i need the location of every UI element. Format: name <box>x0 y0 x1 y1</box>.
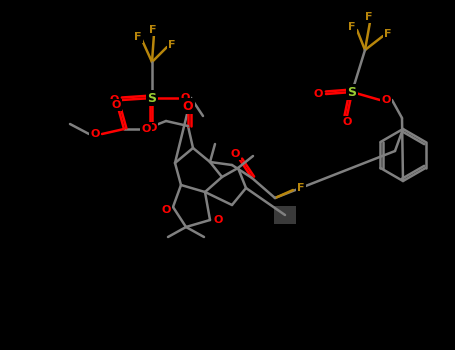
Text: O: O <box>162 205 171 215</box>
Text: F: F <box>348 22 356 32</box>
Bar <box>274 206 296 224</box>
Text: F: F <box>149 25 157 35</box>
Text: F: F <box>384 29 392 39</box>
Text: S: S <box>348 85 357 98</box>
Text: O: O <box>183 99 193 112</box>
Text: F: F <box>134 32 142 42</box>
Text: O: O <box>90 129 100 139</box>
Text: F: F <box>297 183 305 193</box>
Text: O: O <box>342 117 352 127</box>
Text: O: O <box>147 123 157 133</box>
Text: O: O <box>230 149 240 159</box>
Text: O: O <box>213 215 222 225</box>
Text: O: O <box>381 95 391 105</box>
Text: S: S <box>147 91 157 105</box>
Text: O: O <box>109 95 119 105</box>
Text: F: F <box>168 40 176 50</box>
Text: O: O <box>313 89 323 99</box>
Text: O: O <box>142 124 151 134</box>
Text: O: O <box>111 100 121 110</box>
Text: F: F <box>365 12 373 22</box>
Text: O: O <box>180 93 190 103</box>
